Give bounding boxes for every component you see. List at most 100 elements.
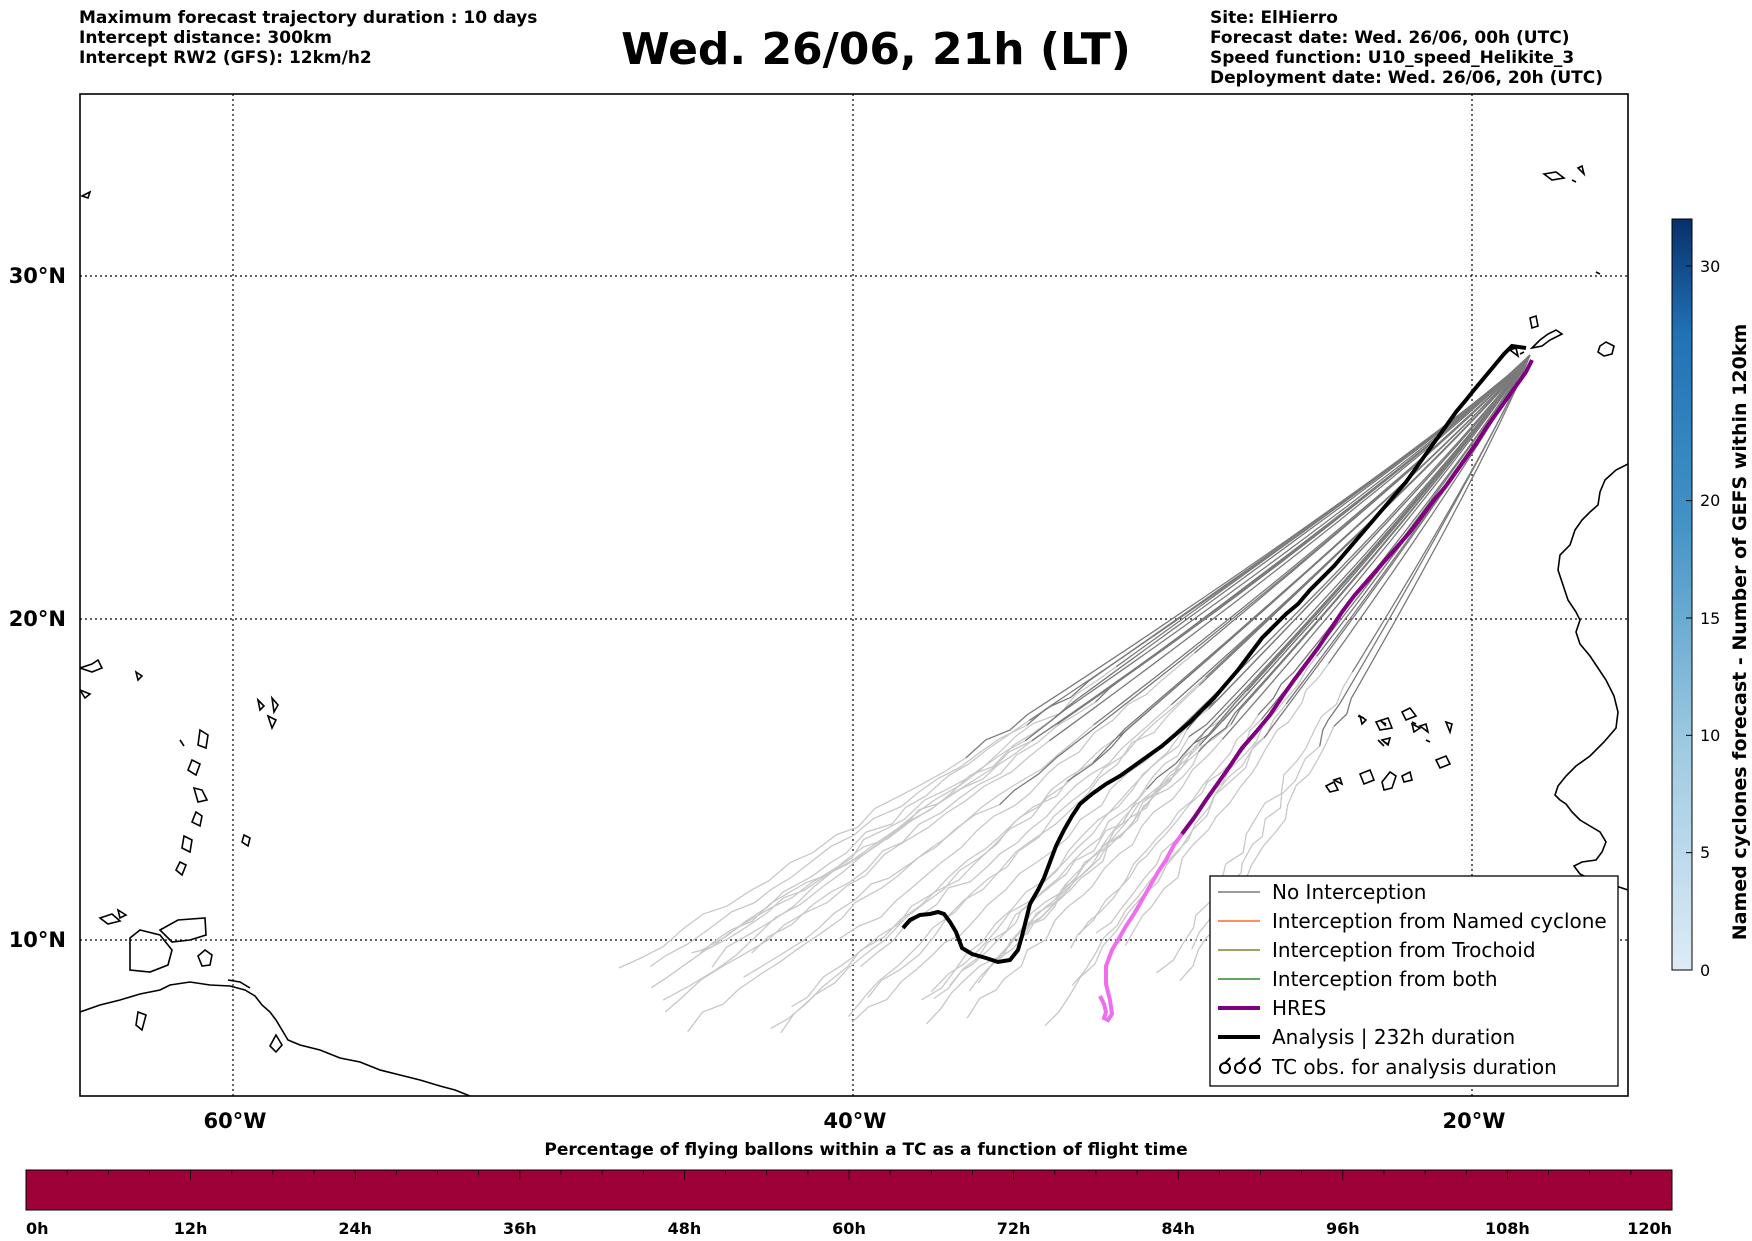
- madeira-3: [1571, 179, 1577, 183]
- intercept-rw2-text: Intercept RW2 (GFS): 12km/h2: [79, 48, 372, 68]
- flight-time-bar-title: Percentage of flying ballons within a TC…: [544, 1140, 1187, 1160]
- lesser-antilles-3: [192, 786, 209, 803]
- ensemble-trajectory-early: [1246, 354, 1531, 692]
- flight-time-label: 0h: [26, 1219, 49, 1238]
- cape-verde-11: [1425, 739, 1431, 743]
- ensemble-trajectory-late: [1071, 703, 1287, 986]
- flight-time-label: 96h: [1326, 1219, 1360, 1238]
- ensemble-trajectory-early: [1186, 354, 1531, 731]
- legend: No Interception Interception from Named …: [1209, 875, 1619, 1087]
- legend-tc-obs-label: TC obs. for analysis duration: [1271, 1055, 1557, 1079]
- ensemble-trajectory-late: [851, 745, 1163, 1023]
- legend-trochoid-label: Interception from Trochoid: [1272, 938, 1536, 962]
- trajectories-dark: [965, 354, 1531, 806]
- ensemble-trajectory-late: [691, 740, 1026, 954]
- ensemble-trajectory-early: [1257, 354, 1531, 716]
- ensemble-trajectory-late: [1124, 663, 1330, 947]
- ensemble-trajectory-early: [1094, 354, 1531, 703]
- hres-trajectory-tail: [1098, 832, 1184, 1023]
- ensemble-trajectory-late: [930, 729, 1188, 993]
- canary-4: [1508, 346, 1520, 358]
- madeira-2: [1576, 164, 1586, 177]
- orinoco-shore-1: [269, 1033, 283, 1054]
- legend-no-interception-label: No Interception: [1272, 880, 1426, 904]
- speed-function-text: Speed function: U10_speed_Helikite_3: [1210, 48, 1575, 68]
- flight-time-label: 120h: [1627, 1219, 1672, 1238]
- canary-5: [1519, 351, 1525, 355]
- ensemble-trajectory-early: [1054, 354, 1531, 718]
- cyclone-colorbar-title: Named cyclones forecast - Number of GEFS…: [1729, 324, 1751, 941]
- ensemble-trajectory-late: [751, 701, 1096, 954]
- cape-verde-14: [1410, 722, 1422, 734]
- canary-1: [1529, 329, 1564, 350]
- lesser-antilles-1: [197, 728, 209, 750]
- legend-tc-obs-cyclone-symbol-icon: [1219, 1057, 1261, 1074]
- ensemble-trajectory-early: [1092, 354, 1531, 763]
- flight-time-bar-labels: 0h 12h 24h 36h 48h 60h 72h 84h 96h 108h 120h: [26, 1219, 1672, 1238]
- cape-verde-8: [1383, 741, 1389, 745]
- ensemble-trajectory-late: [991, 690, 1248, 965]
- ensemble-trajectory-late: [1078, 714, 1259, 936]
- trinidad-island: [197, 948, 213, 967]
- ensemble-trajectory-early: [1048, 354, 1531, 742]
- cape-verde-16: [1358, 768, 1376, 786]
- lesser-antilles-2: [187, 758, 201, 777]
- lesser-antilles-5: [181, 834, 193, 854]
- ensemble-trajectory-late: [1015, 751, 1199, 943]
- flight-time-label: 84h: [1161, 1219, 1195, 1238]
- africa-coast: [1554, 463, 1628, 891]
- ensemble-trajectory-late: [743, 724, 1095, 978]
- flight-time-label: 48h: [668, 1219, 702, 1238]
- guyana-coast: [227, 979, 251, 989]
- cb-tick-0: 0: [1700, 961, 1710, 980]
- max-duration-text: Maximum forecast trajectory duration : 1…: [79, 8, 538, 28]
- cape-verde-3: [1418, 722, 1430, 734]
- coastlines: [80, 164, 1628, 1096]
- ensemble-trajectory-late: [662, 716, 1056, 1001]
- ensemble-trajectory-late: [1179, 726, 1335, 982]
- canary-2: [1597, 341, 1615, 357]
- antilles-small-1: [80, 689, 92, 700]
- lat-label-20: 20°N: [9, 607, 66, 631]
- cyclone-colorbar: 0 5 10 15 20 30 Named cyclones forecast …: [1671, 218, 1751, 980]
- ensemble-trajectory-late: [949, 736, 1190, 987]
- bermuda-island: [80, 190, 92, 200]
- header-left-info: Maximum forecast trajectory duration : 1…: [79, 8, 537, 68]
- ensemble-trajectory-early: [1188, 354, 1531, 738]
- lat-label-10: 10°N: [9, 928, 66, 952]
- map-frame: [79, 93, 1629, 1097]
- south-america-coast: [80, 981, 471, 1096]
- curacao-island: [98, 913, 122, 925]
- flight-time-label: 24h: [338, 1219, 372, 1238]
- ensemble-trajectory-late: [1044, 737, 1265, 1027]
- flight-time-label: 60h: [832, 1219, 866, 1238]
- lon-label-20: 20°W: [1443, 1109, 1506, 1133]
- ensemble-trajectory-early: [1319, 354, 1531, 747]
- legend-box: [1209, 875, 1619, 1087]
- cb-tick-15: 15: [1700, 609, 1720, 628]
- barbados-island: [241, 833, 251, 848]
- canary-3: [1529, 314, 1539, 330]
- lesser-antilles-4: [190, 810, 203, 828]
- header-right-info: Site: ElHierro Forecast date: Wed. 26/06…: [1210, 8, 1603, 88]
- tobago-island: [158, 917, 207, 943]
- intercept-distance-text: Intercept distance: 300km: [79, 28, 332, 48]
- cape-verde-17: [1381, 770, 1397, 791]
- ensemble-trajectory-late: [664, 740, 1050, 1013]
- flight-time-bar-ticks: [25, 1170, 1673, 1180]
- cape-verde-4: [1444, 720, 1453, 735]
- cape-verde-19: [1331, 776, 1344, 786]
- lon-label-60: 60°W: [204, 1109, 267, 1133]
- cape-verde-18: [1401, 770, 1413, 783]
- ensemble-trajectory-late: [791, 761, 1094, 1008]
- antilles-small-7: [116, 908, 128, 920]
- legend-named-cyclone-label: Interception from Named cyclone: [1272, 909, 1607, 933]
- antilles-small-3: [256, 697, 266, 712]
- cape-verde-20: [1324, 780, 1340, 793]
- ensemble-trajectory-late: [1156, 671, 1353, 974]
- cape-verde-13: [1358, 714, 1368, 726]
- flight-time-bar: Percentage of flying ballons within a TC…: [25, 1140, 1673, 1238]
- flight-time-label: 72h: [997, 1219, 1031, 1238]
- antilles-small-4: [270, 695, 279, 715]
